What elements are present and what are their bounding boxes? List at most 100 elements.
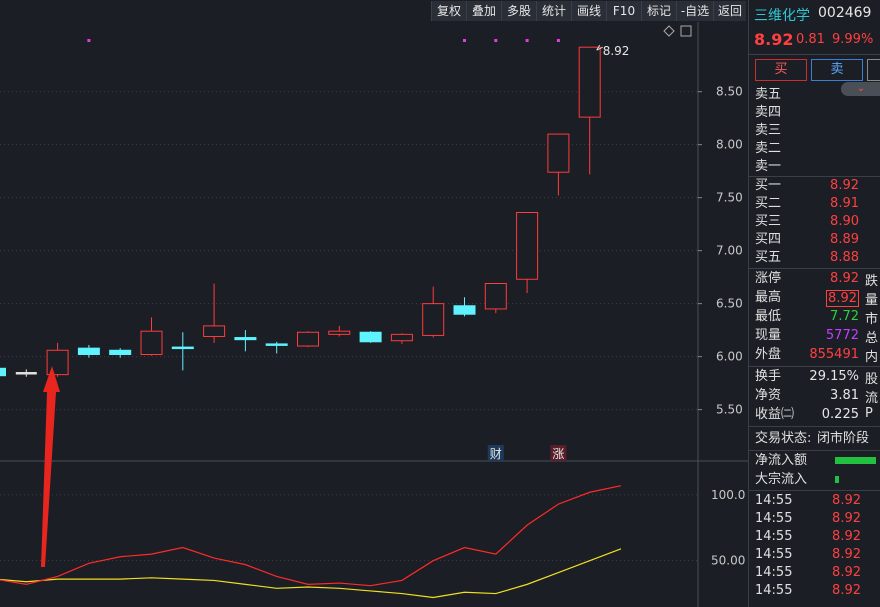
row-next-label: 市 [865,312,879,327]
tick-price: 8.92 [832,493,861,508]
status-label: 交易状态: [755,431,812,446]
tick-time: 14:55 [755,565,793,580]
tick-time: 14:55 [755,511,793,526]
quote-panel: 三维化学 002469 8.92 0.81 9.99% 买 卖 ⌄ 卖五 卖四 卖三… [748,0,880,607]
annotation-arrow-icon [41,366,60,567]
toolbar-button-5[interactable]: F10 [606,1,641,21]
price-tick-label: 6.00 [716,350,743,364]
price-tick-label: 7.00 [716,244,743,258]
row-label: 换手 [755,369,782,384]
tick-row: 14:55 8.92 [755,510,861,528]
trade-status: 交易状态:闭市阶段1 [755,430,880,448]
quote-row: 买四 8.89 [755,231,859,249]
row-next-label: 跌 [865,274,879,289]
row-label: 卖四 [755,105,782,120]
flow-label: 大宗流入 [755,472,808,487]
price-tick-label: 5.50 [716,403,743,417]
row-label: 净资 [755,388,782,403]
quote-row: 卖四 [755,104,859,122]
row-value: 3.81 [830,388,859,403]
sell-button[interactable]: 卖 [811,59,863,81]
row-next-label: 股 [865,372,879,387]
candle-body [109,349,132,356]
row-next-label: P [865,406,873,421]
quote-row: 最高 8.92 [755,289,859,307]
collapse-icon[interactable]: ⌄ [841,82,880,96]
event-badge [550,445,567,461]
flow-bar [835,476,839,483]
row-value: 8.92 [830,271,859,286]
row-label: 买一 [755,178,782,193]
tick-time: 14:55 [755,583,793,598]
candle-body [0,367,6,377]
price-tick-label: 8.00 [716,138,743,152]
row-value: 855491 [809,347,859,362]
row-value: 29.15% [809,369,859,384]
row-label: 涨停 [755,271,782,286]
row-value: 8.89 [830,232,859,247]
event-badge-label: 涨 [552,446,564,461]
tick-price: 8.92 [832,529,861,544]
diamond-icon [663,25,675,37]
quote-row: 买五 8.88 [755,249,859,267]
row-label: 卖二 [755,141,782,156]
quote-row: 涨停 8.92 [755,270,859,288]
quote-row: 现量 5772 [755,327,859,345]
candle-body [15,372,37,375]
row-next-label: 总 [865,331,879,346]
toolbar-button-8[interactable]: 返回 [713,1,746,21]
more-button[interactable] [867,59,880,81]
row-label: 最低 [755,309,782,324]
quote-row: 卖一 [755,158,859,176]
event-badge-label: 财 [490,447,502,461]
candle-body [516,211,539,280]
top-marker [494,39,498,42]
row-label: 外盘 [755,347,782,362]
candle-body [578,46,601,118]
kline-chart[interactable]: 5.50 6.00 6.50 7.00 7.50 8.00 8.50 50.00 100.0 8.… [0,22,748,607]
candle-body [140,330,163,356]
quote-row: 净资 3.81 [755,387,859,405]
event-badge [487,445,504,461]
toolbar-button-4[interactable]: 画线 [571,1,606,21]
tick-row: 14:55 8.92 [755,582,861,600]
flow-row: 大宗流入 [755,471,880,489]
quote-row: 换手 29.15% [755,368,859,386]
toolbar-button-0[interactable]: 复权 [431,1,466,21]
candle-body [390,333,413,342]
quote-row: 卖三 [755,122,859,140]
row-label: 收益㈡ [755,407,795,422]
price-change-pct: 9.99% [832,32,874,47]
row-label: 买三 [755,214,782,229]
row-label: 现量 [755,328,782,343]
toolbar-button-3[interactable]: 统计 [536,1,571,21]
candle-body [203,325,226,337]
top-marker [463,39,466,42]
tick-row: 14:55 8.92 [755,564,861,582]
candle-body [265,343,288,346]
toolbar-button-2[interactable]: 多股 [501,1,536,21]
flow-label: 净流入额 [755,453,808,468]
row-label: 买二 [755,196,782,211]
toolbar-button-6[interactable]: 标记 [641,1,676,21]
quote-row: 最低 7.72 [755,308,859,326]
tick-time: 14:55 [755,529,793,544]
status-value: 闭市阶段 [817,431,870,446]
price-tick-label: 6.50 [716,297,743,311]
tick-price: 8.92 [832,511,861,526]
quote-row: 收益㈡ 0.225 [755,406,859,424]
tick-time: 14:55 [755,493,793,508]
flow-bar [835,457,877,464]
toolbar-button-7[interactable]: -自选 [676,1,713,21]
row-value: 0.225 [821,407,859,422]
tick-price: 8.92 [832,565,861,580]
row-next-label: 流 [865,391,879,406]
buy-button[interactable]: 买 [755,59,807,81]
indicator-red-line [0,485,622,587]
stock-code: 002469 [818,5,872,21]
quote-row: 买三 8.90 [755,213,859,231]
row-next-label: 内 [865,350,879,365]
stock-name[interactable]: 三维化学 [754,8,810,24]
toolbar-button-1[interactable]: 叠加 [466,1,501,21]
indicator-yellow-line [0,548,622,599]
